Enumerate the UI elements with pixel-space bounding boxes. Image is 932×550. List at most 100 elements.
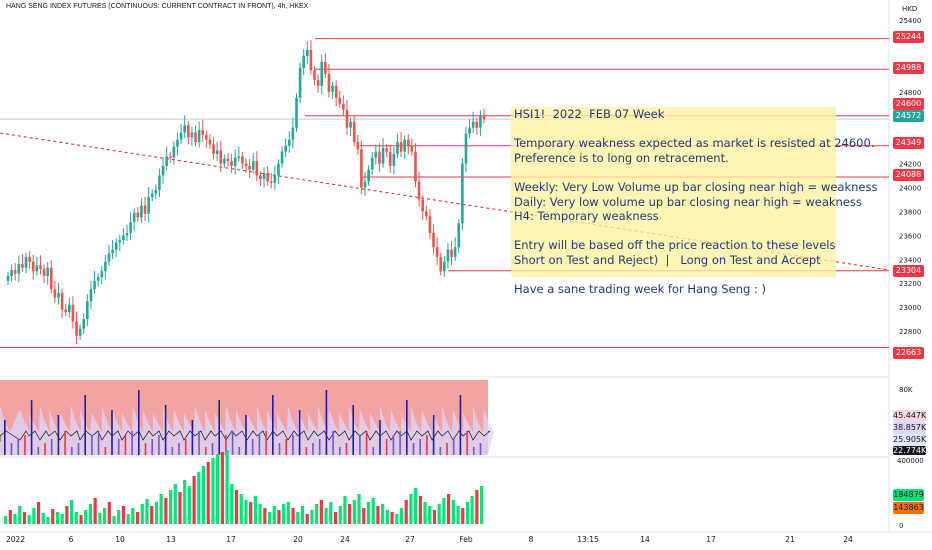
oscillator-bar — [71, 447, 73, 455]
oscillator-bar — [406, 400, 408, 455]
analysis-note[interactable]: HSI1! 2022 FEB 07 Week Temporary weaknes… — [511, 107, 877, 296]
candle-body — [179, 132, 183, 140]
oscillator-bar — [278, 443, 281, 455]
y-tick-label: 24800 — [899, 89, 921, 97]
candle-body — [266, 173, 269, 182]
y-tick-label: 24000 — [899, 185, 921, 193]
candle-body — [150, 193, 154, 198]
volume-bar — [343, 496, 347, 524]
volume-bar — [102, 508, 107, 524]
volume-bar — [282, 504, 286, 524]
volume-bar — [291, 508, 295, 524]
volume-bar — [376, 506, 380, 524]
candle-body — [327, 73, 331, 92]
note-line — [511, 165, 836, 180]
candle-body — [57, 292, 60, 298]
candle-body — [269, 181, 273, 184]
note-line: H4: Temporary weakness — [514, 209, 659, 224]
volume-bar — [333, 512, 338, 524]
volume-bar — [357, 494, 361, 524]
x-tick-label: Feb — [459, 535, 473, 544]
volume-bar — [32, 508, 36, 524]
volume-bar — [88, 504, 93, 524]
candle-body — [104, 261, 107, 272]
candle-body — [140, 205, 143, 218]
volume-bar — [253, 496, 257, 524]
candle-body — [356, 142, 360, 150]
volume-bar — [286, 502, 290, 524]
candle-body — [295, 97, 298, 128]
candle-body — [273, 175, 277, 183]
candle-body — [259, 175, 262, 180]
level-badge: 24600 — [893, 98, 924, 110]
volume-bar — [201, 466, 206, 524]
candle-body — [475, 121, 479, 128]
volume-bar — [366, 502, 371, 524]
volume-bar — [51, 509, 55, 524]
volume-bar — [197, 472, 201, 524]
volume-bar — [315, 504, 319, 524]
volume-bar — [74, 512, 78, 524]
candle-body — [241, 156, 244, 164]
oscillator-bar — [399, 431, 401, 455]
candle-body — [82, 319, 86, 329]
x-tick-label: 2022 — [6, 535, 25, 544]
oscillator-bar — [84, 395, 86, 455]
candle-body — [161, 165, 165, 176]
volume-bar — [126, 514, 130, 524]
volume-bar — [447, 494, 451, 524]
oscillator-series — [0, 390, 494, 455]
oscillator-bar — [151, 439, 153, 455]
oscillator-bar — [64, 431, 66, 455]
volume-bar — [159, 494, 163, 524]
candle-body — [244, 163, 248, 166]
volume-bar — [8, 510, 12, 524]
candle-body — [78, 328, 82, 336]
oscillator-bar — [285, 439, 287, 455]
candle-body — [367, 169, 370, 182]
candle-body — [262, 173, 266, 180]
volume-bar — [69, 500, 74, 524]
volume-bar — [300, 506, 305, 524]
y-tick-label: 24200 — [899, 161, 921, 169]
candle-body — [291, 127, 295, 140]
oscillator-bar — [426, 435, 428, 455]
candle-body — [219, 150, 223, 164]
y-tick-label: 23800 — [899, 208, 921, 216]
x-tick-label: 20 — [293, 535, 303, 544]
oscillator-bar — [479, 443, 482, 455]
oscillator-bar — [339, 447, 341, 455]
oscillator-bar — [392, 435, 395, 455]
candle-body — [24, 256, 28, 268]
candle-body — [154, 189, 158, 194]
volume-bar — [121, 506, 126, 524]
volume-bar — [409, 494, 413, 524]
candle-body — [349, 121, 352, 128]
volume-bar — [135, 512, 140, 524]
candle-body — [122, 235, 125, 241]
x-tick-label: 14 — [640, 535, 650, 544]
candle-body — [226, 158, 230, 162]
candle-body — [176, 139, 179, 147]
volume-bar — [206, 462, 210, 524]
oscillator-bar — [385, 439, 388, 455]
candle-body — [331, 85, 334, 92]
candle-body — [324, 61, 327, 74]
note-line: Have a sane trading week for Hang Seng :… — [514, 282, 766, 297]
candle-body — [287, 139, 291, 146]
oscillator-bar — [10, 443, 13, 455]
oscillator-bar — [57, 415, 60, 455]
volume-bar — [178, 492, 182, 524]
oscillator-bar — [292, 435, 294, 455]
candle-body — [417, 181, 421, 200]
volume-bar — [173, 484, 177, 524]
candle-body — [284, 145, 287, 152]
candle-body — [313, 70, 316, 80]
volume-bar — [470, 496, 474, 524]
volume-bar — [362, 508, 366, 524]
volume-bar — [404, 500, 408, 524]
candle-body — [461, 163, 464, 224]
volume-bar — [192, 476, 196, 524]
oscillator-bar — [191, 420, 194, 455]
